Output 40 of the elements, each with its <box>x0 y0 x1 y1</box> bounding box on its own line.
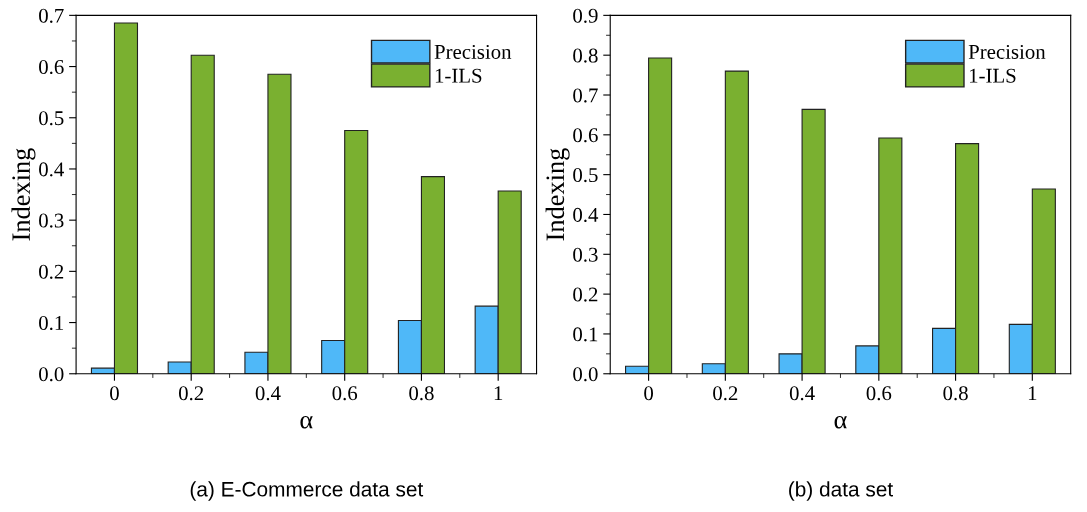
x-tick-label: 1 <box>494 386 503 401</box>
y-tick-label: 0.7 <box>573 88 598 103</box>
x-tick-label: 0.4 <box>255 386 281 401</box>
y-tick-label: 0.0 <box>573 367 598 382</box>
y-tick-label: 0.2 <box>573 287 598 302</box>
x-axis-title: α <box>300 415 313 429</box>
text: (a) E-Commerce data set <box>190 481 424 501</box>
x-tick-label: 0.2 <box>178 386 204 401</box>
legend-label: 1-ILS <box>969 68 1016 83</box>
y-tick-label: 0.6 <box>573 128 598 143</box>
y-tick-label: 0.9 <box>573 8 598 23</box>
x-tick-label: 1 <box>1028 386 1037 401</box>
y-tick-label: 0.1 <box>39 315 64 331</box>
x-tick-label: 0.2 <box>713 386 738 401</box>
y-tick-label: 0.3 <box>573 247 598 262</box>
x-axis-title: α <box>834 415 847 429</box>
y-tick-label: 0.3 <box>39 213 64 228</box>
y-axis-title: Indexing <box>11 148 36 241</box>
x-tick-label: 0 <box>644 386 654 401</box>
y-tick-label: 0.8 <box>573 48 598 63</box>
y-tick-label: 0.7 <box>39 8 64 23</box>
x-tick-label: 0 <box>110 386 119 401</box>
legend-label: 1-ILS <box>435 68 482 83</box>
y-tick-label: 0.6 <box>39 59 64 75</box>
y-tick-label: 0.0 <box>39 367 64 382</box>
y-tick-label: 0.5 <box>39 111 64 126</box>
y-tick-label: 0.4 <box>39 162 64 177</box>
x-tick-label: 0.6 <box>332 386 358 401</box>
y-tick-label: 0.4 <box>573 207 599 222</box>
legend-label: Precision <box>968 44 1046 59</box>
x-tick-label: 0.8 <box>943 386 968 401</box>
x-tick-label: 0.4 <box>789 386 815 401</box>
legend-label: Precision <box>434 44 512 59</box>
y-tick-label: 0.1 <box>573 327 598 342</box>
y-tick-label: 0.2 <box>39 264 64 279</box>
y-tick-label: 0.5 <box>573 168 598 183</box>
text: (b) data set <box>789 481 893 501</box>
x-tick-label: 0.6 <box>866 386 892 401</box>
y-axis-title: Indexing <box>545 148 570 241</box>
x-tick-label: 0.8 <box>409 386 434 401</box>
